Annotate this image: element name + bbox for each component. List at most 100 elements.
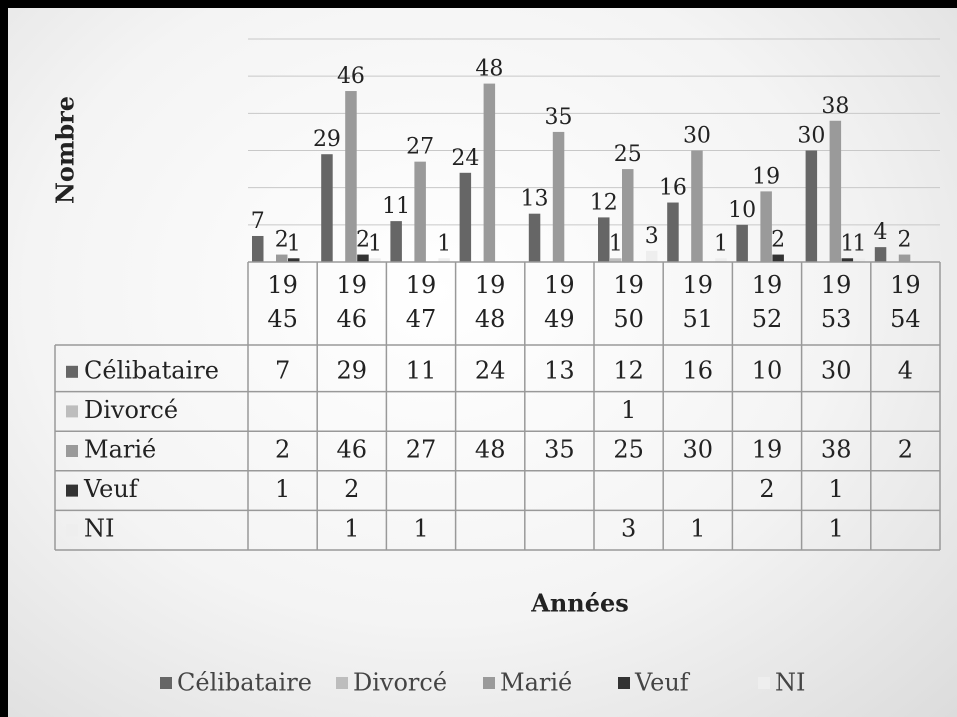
table-cell: 1 xyxy=(275,475,290,503)
bar xyxy=(552,131,565,262)
bar xyxy=(853,258,866,262)
bar xyxy=(390,221,402,262)
table-cell: 1 xyxy=(829,515,844,543)
bar xyxy=(622,169,634,262)
data-label: 2 xyxy=(898,228,912,253)
table-cell: 48 xyxy=(475,436,506,464)
data-label: 13 xyxy=(521,187,549,212)
table-cell: 1 xyxy=(413,515,428,543)
data-label: 29 xyxy=(313,127,341,152)
x-tick-label: 1954 xyxy=(890,271,921,333)
table-swatch xyxy=(66,365,78,378)
data-label: 16 xyxy=(659,176,687,201)
bar xyxy=(898,254,911,262)
table-cell: 4 xyxy=(898,356,913,384)
data-label: 4 xyxy=(874,220,888,245)
legend-label: Célibataire xyxy=(177,669,312,697)
table-cell: 2 xyxy=(759,475,774,503)
x-tick-label: 1945 xyxy=(267,271,298,333)
table-row-label: Marié xyxy=(84,436,156,464)
table-cell: 30 xyxy=(821,356,852,384)
bar xyxy=(414,161,426,262)
legend-swatch xyxy=(336,677,348,689)
table-cell: 19 xyxy=(752,436,783,464)
bar xyxy=(459,172,472,262)
y-axis-label: Nombre xyxy=(51,96,80,204)
table-cell: 11 xyxy=(406,356,437,384)
bar xyxy=(483,83,496,262)
bar xyxy=(841,258,854,262)
table-cell: 16 xyxy=(683,356,714,384)
table-row-label: Divorcé xyxy=(84,396,178,424)
data-label: 38 xyxy=(821,94,849,119)
data-label: 25 xyxy=(614,142,642,167)
table-cell: 2 xyxy=(275,436,290,464)
data-label: 2 xyxy=(275,228,289,253)
bar xyxy=(610,258,622,262)
bar xyxy=(357,254,369,262)
legend-swatch xyxy=(618,677,630,689)
data-label: 1 xyxy=(437,231,451,256)
legend-swatch xyxy=(758,677,770,689)
legend-label: Marié xyxy=(500,669,572,697)
table-cell: 3 xyxy=(621,515,636,543)
bar xyxy=(772,254,784,262)
bar xyxy=(829,120,842,263)
bar xyxy=(691,150,703,262)
bar xyxy=(760,191,772,262)
table-cell: 38 xyxy=(821,436,852,464)
table-cell: 2 xyxy=(898,436,913,464)
bar xyxy=(369,258,381,262)
data-label: 3 xyxy=(645,224,659,249)
bar xyxy=(598,217,610,262)
data-label: 1 xyxy=(714,231,728,256)
table-cell: 27 xyxy=(406,436,437,464)
x-tick-label: 1950 xyxy=(613,271,644,333)
table-swatch xyxy=(66,484,78,497)
data-label: 1 xyxy=(840,231,854,256)
data-label: 2 xyxy=(356,228,370,253)
x-tick-label: 1951 xyxy=(682,271,714,333)
data-label: 46 xyxy=(337,64,365,89)
bar xyxy=(715,258,727,262)
legend-swatch xyxy=(483,677,495,689)
table-swatch xyxy=(66,445,78,457)
table-cell: 1 xyxy=(690,515,705,543)
table-swatch xyxy=(66,405,78,418)
bar xyxy=(646,250,658,262)
legend-label: Divorcé xyxy=(353,669,447,697)
bar xyxy=(276,254,288,262)
bar xyxy=(252,235,264,262)
table-cell: 2 xyxy=(344,475,359,503)
data-label: 11 xyxy=(382,194,410,219)
data-label: 1 xyxy=(852,231,866,256)
data-label: 27 xyxy=(406,135,434,160)
bar xyxy=(321,154,333,262)
x-axis-label: Années xyxy=(530,589,629,618)
table-cell: 29 xyxy=(337,356,368,384)
table-cell: 35 xyxy=(544,436,575,464)
legend-label: NI xyxy=(775,669,805,697)
data-label: 30 xyxy=(797,124,825,149)
data-label: 1 xyxy=(287,231,301,256)
data-label: 19 xyxy=(752,164,780,189)
table-cell: 7 xyxy=(275,356,290,384)
bar xyxy=(736,224,748,262)
x-tick-label: 1949 xyxy=(544,271,575,333)
table-cell: 1 xyxy=(829,475,844,503)
data-label: 48 xyxy=(475,57,503,82)
table-swatch xyxy=(66,524,78,537)
x-tick-label: 1948 xyxy=(474,271,506,333)
table-cell: 25 xyxy=(613,436,644,464)
x-tick-label: 1952 xyxy=(751,271,783,333)
table-row-label: Veuf xyxy=(83,475,140,503)
x-tick-label: 1947 xyxy=(405,271,437,333)
table-cell: 12 xyxy=(613,356,644,384)
table-cell: 30 xyxy=(683,436,714,464)
bar xyxy=(874,247,887,262)
bar xyxy=(528,213,541,262)
table-cell: 1 xyxy=(344,515,359,543)
x-tick-label: 1946 xyxy=(336,271,368,333)
